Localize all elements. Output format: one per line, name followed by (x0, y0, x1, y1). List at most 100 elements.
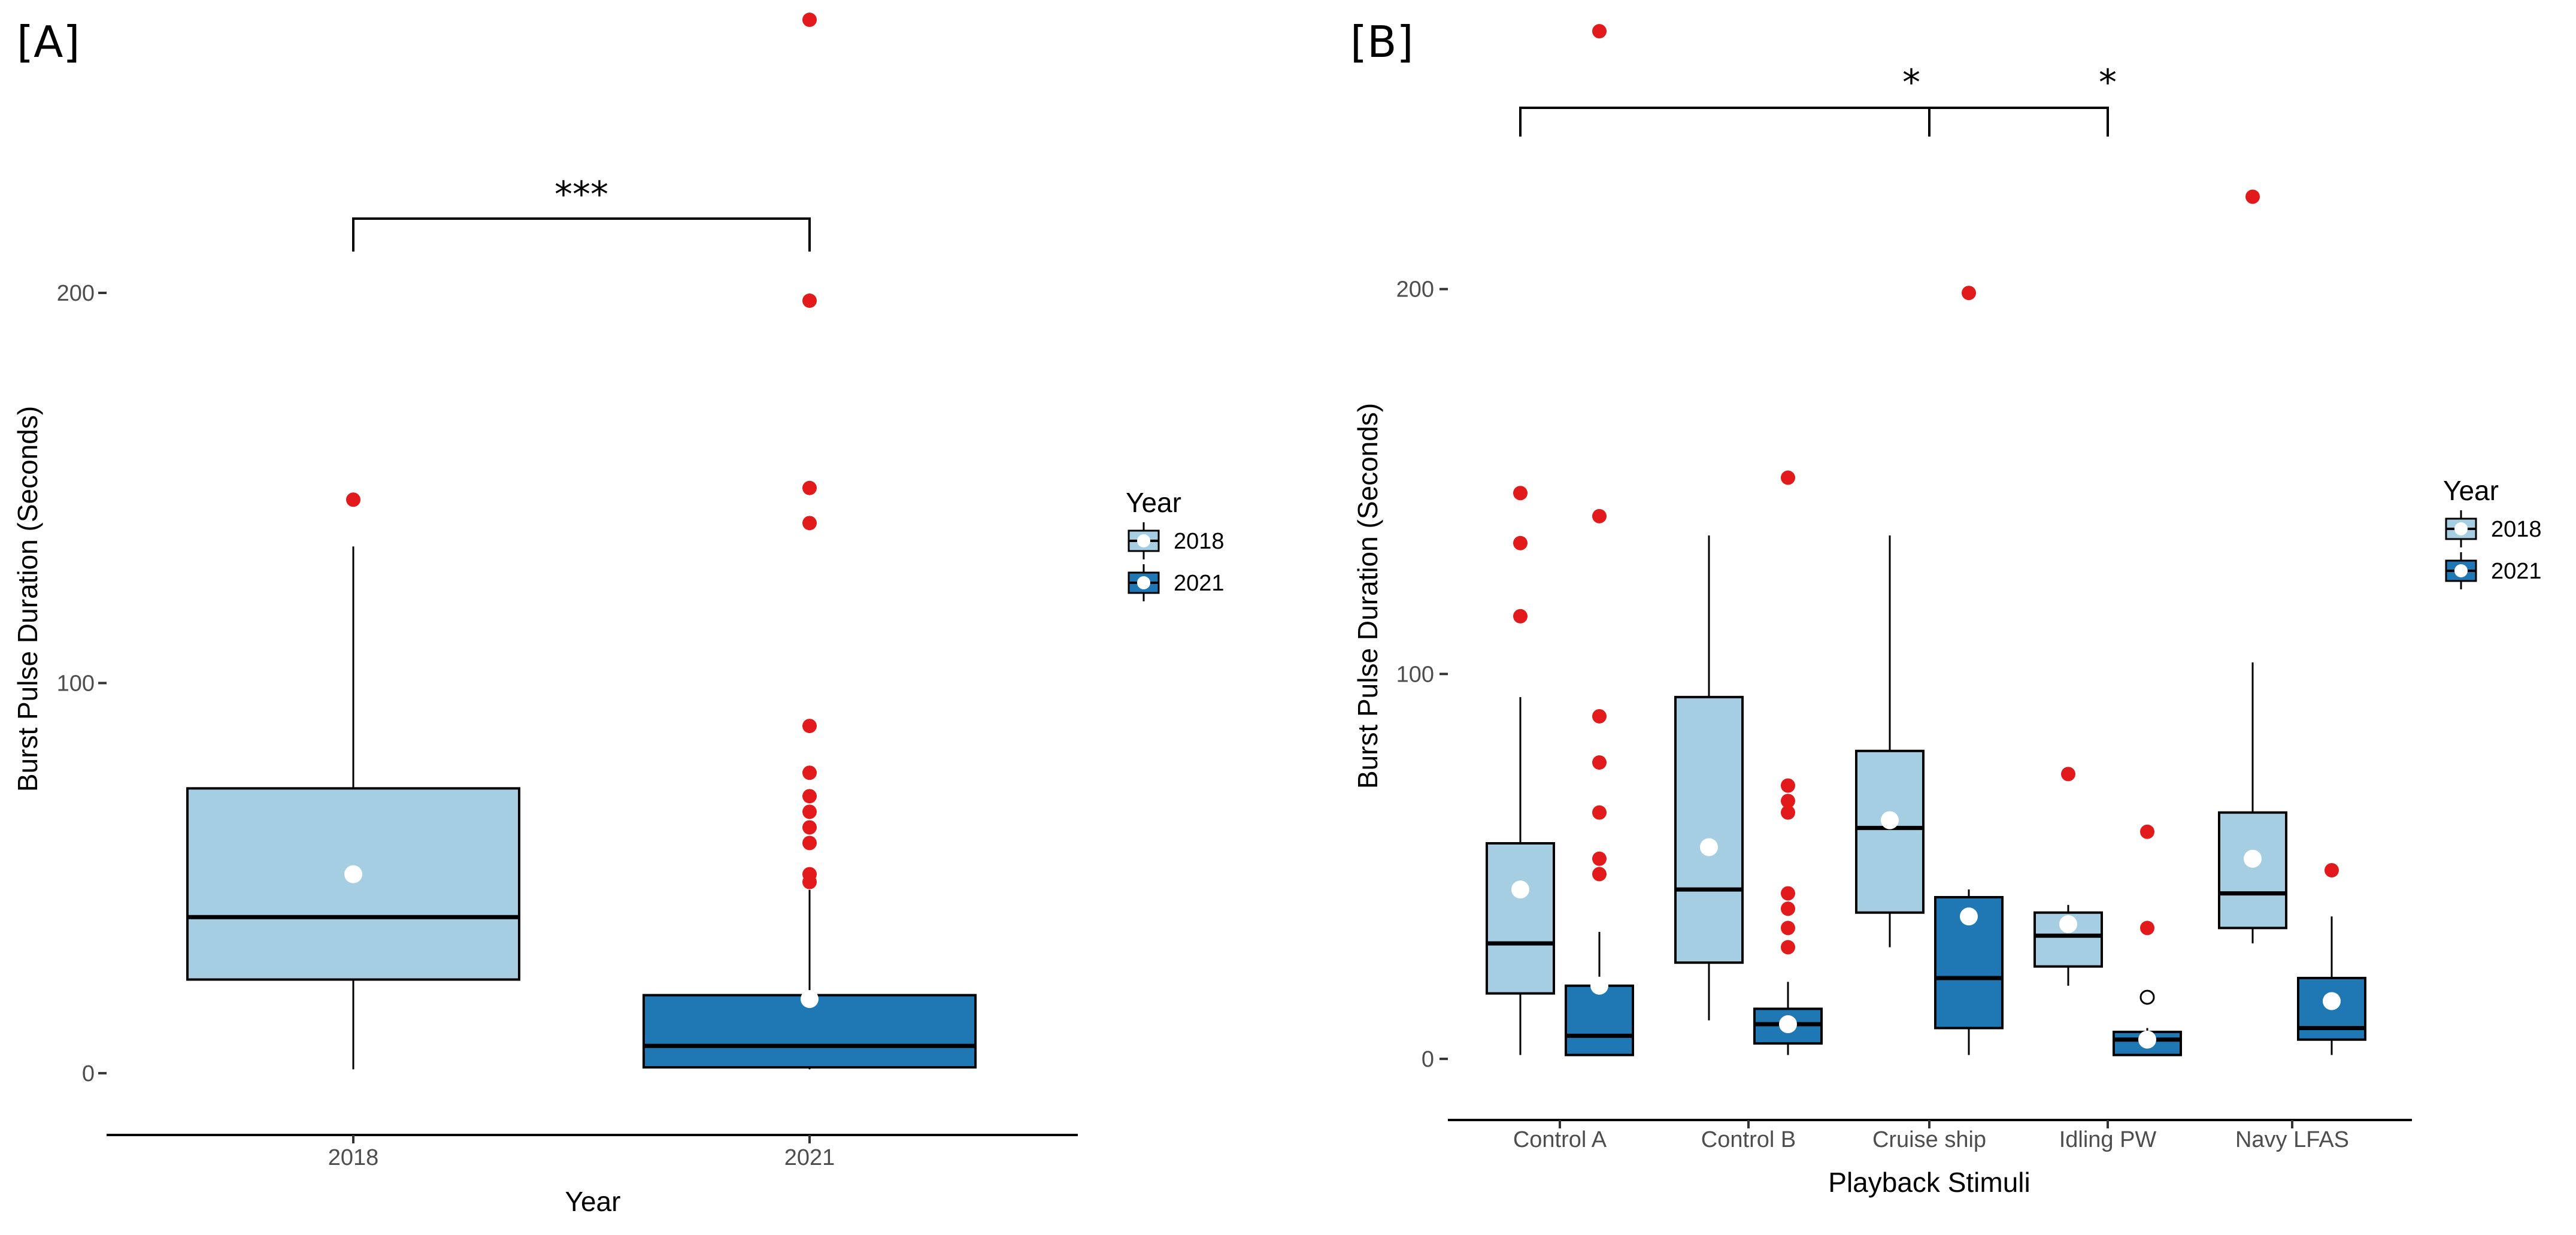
outlier-point (802, 480, 817, 495)
outlier-point (1781, 470, 1795, 485)
mean-point (1700, 838, 1718, 856)
outlier-point (1781, 886, 1795, 901)
mean-point (1779, 1015, 1797, 1034)
significance-brackets: *** (352, 174, 811, 252)
significance-label: * (1902, 62, 1920, 104)
box-control-a-2021 (1565, 24, 1634, 1057)
x-axis-title: Year (565, 1186, 621, 1217)
outlier-point (1781, 901, 1795, 916)
outlier-point (1781, 921, 1795, 936)
mean-point (344, 865, 362, 883)
outlier-point (1962, 286, 1976, 301)
outlier-point (802, 836, 817, 850)
outlier-point (1513, 609, 1528, 623)
outlier-point (802, 516, 817, 531)
box-idling-pw-2018 (2033, 767, 2103, 986)
box-iqr (2218, 811, 2287, 930)
x-tick-label: Navy LFAS (2235, 1127, 2349, 1152)
box-2021-2021 (643, 13, 977, 1070)
legend-label: 2018 (1174, 529, 1225, 554)
significance-brackets: * * (1519, 62, 2117, 137)
y-ticks: 0 100 200 (1396, 277, 1448, 1072)
mean-point (1511, 880, 1529, 899)
box-iqr (186, 787, 520, 981)
legend-label: 2021 (2491, 559, 2542, 584)
y-ticks: 0 100 200 (57, 281, 107, 1086)
x-tick-label: 2021 (784, 1145, 835, 1170)
outlier-point (1513, 535, 1528, 550)
mean-point (2323, 992, 2341, 1010)
legend-mean-dot (1137, 576, 1150, 589)
outlier-point (802, 13, 817, 28)
y-axis-title: Burst Pulse Duration (Seconds) (12, 406, 43, 792)
outlier-point (1592, 755, 1607, 770)
significance-bracket (352, 217, 811, 252)
outlier-point (2139, 989, 2155, 1005)
outlier-point (802, 804, 817, 819)
y-tick-label: 100 (1396, 662, 1434, 687)
mean-point (1960, 907, 1978, 926)
legend-label: 2021 (1174, 571, 1225, 596)
box-2018-2018 (186, 492, 520, 1070)
x-tick-label: Control B (1701, 1127, 1796, 1152)
outlier-point (802, 874, 817, 889)
outlier-point (346, 492, 360, 507)
box-iqr (1486, 842, 1555, 995)
outlier-point (802, 789, 817, 804)
legend-mean-dot (2454, 564, 2468, 577)
outlier-point (802, 719, 817, 734)
legend-title: Year (1126, 487, 1181, 518)
outlier-point (2061, 767, 2075, 782)
mean-point (2059, 915, 2077, 933)
boxes (186, 13, 977, 1070)
outlier-point (1513, 486, 1528, 501)
x-ticks: Control A Control B Cruise ship Idling PW Na… (1513, 1120, 2349, 1152)
outlier-point (2245, 189, 2260, 204)
outlier-point (1592, 851, 1607, 866)
legend-key-2021: 2021 (2445, 552, 2542, 589)
y-tick-label: 0 (82, 1061, 95, 1086)
significance-bracket (1929, 107, 2109, 137)
mean-point (1590, 976, 1608, 995)
outlier-point (1781, 805, 1795, 820)
legend-title: Year (2443, 475, 2499, 506)
outlier-point (1592, 709, 1607, 724)
legend-label: 2018 (2491, 517, 2542, 542)
panel-label-a: [A] (17, 17, 80, 67)
panel-b: [B] 0 100 200 Control A Control B Cruise shi… (1350, 17, 2542, 1198)
y-tick-label: 200 (57, 281, 95, 306)
outlier-point (1592, 867, 1607, 882)
legend-key-2021: 2021 (1128, 564, 1225, 601)
legend-mean-dot (2454, 522, 2468, 535)
outlier-point (1592, 508, 1607, 523)
legend-key-2018: 2018 (1128, 522, 1225, 559)
y-tick-label: 200 (1396, 277, 1434, 302)
outlier-point (1592, 805, 1607, 820)
box-navy-lfas-2018 (2218, 189, 2287, 944)
y-tick-label: 100 (57, 671, 95, 696)
outlier-point (2140, 824, 2154, 839)
mean-point (2138, 1030, 2156, 1049)
outlier-point (1781, 940, 1795, 955)
outlier-point (1781, 794, 1795, 809)
outlier-point (1592, 24, 1607, 39)
x-tick-label: Control A (1513, 1127, 1607, 1152)
mean-point (2244, 849, 2262, 868)
outlier-point (2140, 921, 2154, 936)
box-iqr (1565, 984, 1634, 1057)
box-control-b-2018 (1674, 535, 1744, 1021)
significance-label: * (2099, 62, 2117, 104)
x-tick-label: Idling PW (2059, 1127, 2157, 1152)
x-axis-title: Playback Stimuli (1828, 1167, 2030, 1198)
outlier-point (802, 293, 817, 308)
box-iqr (1855, 749, 1925, 914)
x-tick-label: Cruise ship (1872, 1127, 1986, 1152)
legend-key-2018: 2018 (2445, 510, 2542, 547)
box-navy-lfas-2021 (2297, 863, 2366, 1055)
x-tick-label: 2018 (328, 1145, 379, 1170)
mean-point (1881, 811, 1899, 830)
box-idling-pw-2021 (2113, 824, 2182, 1057)
y-tick-label: 0 (1422, 1047, 1434, 1072)
x-ticks: 2018 2021 (328, 1135, 835, 1170)
